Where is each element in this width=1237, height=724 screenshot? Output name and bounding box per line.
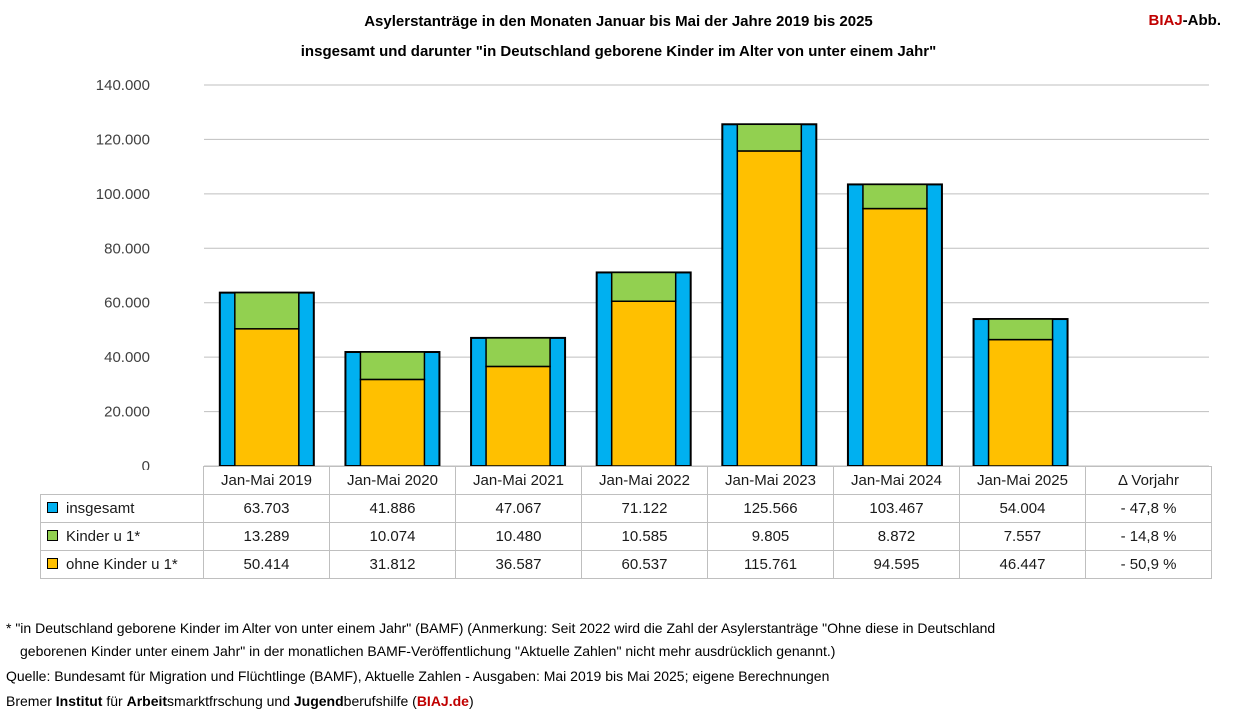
table-cell: 60.537 — [581, 550, 708, 579]
table-cell: 71.122 — [581, 494, 708, 523]
bar-ohne-kinder — [736, 150, 803, 467]
bar-kinder — [610, 271, 677, 303]
publisher-part: ) — [468, 693, 474, 709]
table-row: insgesamt 63.703 41.886 47.067 71.122 12… — [40, 494, 1212, 523]
table-header-row: Jan-Mai 2019 Jan-Mai 2020 Jan-Mai 2021 J… — [40, 466, 1212, 495]
table-cell: 54.004 — [959, 494, 1086, 523]
table-cell: 125.566 — [707, 494, 834, 523]
y-tick-label: 140.000 — [96, 77, 150, 94]
table-cell: 63.703 — [203, 494, 330, 523]
chart-title: Asylerstanträge in den Monaten Januar bi… — [364, 13, 873, 30]
table-corner — [40, 466, 204, 495]
table-cell: 31.812 — [329, 550, 456, 579]
table-cell: 103.467 — [833, 494, 960, 523]
table-cell: - 47,8 % — [1085, 494, 1212, 523]
row-label: insgesamt — [66, 500, 135, 517]
bars — [218, 123, 1069, 468]
table-header: Jan-Mai 2020 — [329, 466, 456, 495]
table-cell: - 50,9 % — [1085, 550, 1212, 579]
bar-kinder — [862, 183, 928, 210]
publisher-part: Arbeit — [126, 693, 168, 709]
y-tick-label: 80.000 — [104, 240, 150, 257]
y-tick-label: 100.000 — [96, 186, 150, 203]
table-header: Jan-Mai 2024 — [833, 466, 960, 495]
table-header: Jan-Mai 2025 — [959, 466, 1086, 495]
y-tick-label: 40.000 — [104, 349, 150, 366]
table-cell: 13.289 — [203, 522, 330, 551]
brand-label: BIAJ-Abb. — [1148, 12, 1221, 29]
bar-kinder — [485, 337, 551, 368]
table-cell: 50.414 — [203, 550, 330, 579]
swatch-ohne-kinder — [47, 558, 58, 569]
table-header: Jan-Mai 2022 — [581, 466, 708, 495]
table-cell: 10.480 — [455, 522, 582, 551]
table-cell: 7.557 — [959, 522, 1086, 551]
publisher-part: smarktfrschung und — [167, 693, 294, 709]
table-cell: 115.761 — [707, 550, 834, 579]
publisher-part: Jugend — [293, 693, 344, 709]
table-row: ohne Kinder u 1* 50.414 31.812 36.587 60… — [40, 550, 1212, 579]
publisher-part: Bremer — [6, 693, 56, 709]
bar-kinder — [359, 351, 426, 381]
brand-abb: -Abb. — [1182, 12, 1221, 29]
swatch-insgesamt — [47, 502, 58, 513]
publisher-part: für — [102, 693, 127, 709]
table-header: Δ Vorjahr — [1085, 466, 1212, 495]
legend-ohne-kinder: ohne Kinder u 1* — [40, 550, 204, 579]
table-header: Jan-Mai 2019 — [203, 466, 330, 495]
row-label: ohne Kinder u 1* — [66, 556, 178, 573]
table-row: Kinder u 1* 13.289 10.074 10.480 10.585 … — [40, 522, 1212, 551]
table-cell: 36.587 — [455, 550, 582, 579]
table-cell: 10.074 — [329, 522, 456, 551]
legend-insgesamt: insgesamt — [40, 494, 204, 523]
table-cell: 46.447 — [959, 550, 1086, 579]
table-cell: 9.805 — [707, 522, 834, 551]
table-header: Jan-Mai 2021 — [455, 466, 582, 495]
bar-chart: 0 20.000 40.000 60.000 80.000 100.000 120.000 1… — [96, 77, 1209, 470]
bar-ohne-kinder — [610, 300, 677, 467]
y-tick-label: 120.000 — [96, 131, 150, 148]
y-tick-label: 0 — [142, 458, 150, 470]
publisher-note: Bremer Institut für Arbeitsmarktfrschung… — [6, 690, 474, 712]
bar-ohne-kinder — [359, 378, 426, 467]
row-label: Kinder u 1* — [66, 528, 141, 545]
bar-kinder — [234, 291, 300, 330]
bar-kinder — [987, 318, 1054, 341]
source-note: Quelle: Bundesamt für Migration und Flüc… — [6, 668, 830, 684]
table-cell: 8.872 — [833, 522, 960, 551]
data-table: Jan-Mai 2019 Jan-Mai 2020 Jan-Mai 2021 J… — [40, 466, 1212, 579]
swatch-kinder — [47, 530, 58, 541]
bar-ohne-kinder — [987, 338, 1054, 467]
footnote-2: geborenen Kinder unter einem Jahr" in de… — [20, 643, 836, 659]
table-cell: 10.585 — [581, 522, 708, 551]
biaj-link[interactable]: BIAJ.de — [416, 693, 469, 709]
y-tick-label: 20.000 — [104, 404, 150, 421]
publisher-part: Institut — [55, 693, 103, 709]
table-cell: - 14,8 % — [1085, 522, 1212, 551]
y-tick-label: 60.000 — [104, 295, 150, 312]
brand-biaj: BIAJ — [1148, 12, 1183, 29]
chart-subtitle: insgesamt und darunter "in Deutschland g… — [300, 43, 937, 60]
bar-ohne-kinder — [485, 365, 551, 467]
table-cell: 94.595 — [833, 550, 960, 579]
table-cell: 41.886 — [329, 494, 456, 523]
publisher-part: berufshilfe ( — [343, 693, 417, 709]
table-cell: 47.067 — [455, 494, 582, 523]
y-axis-labels: 0 20.000 40.000 60.000 80.000 100.000 120.000 1… — [96, 77, 150, 470]
table-header: Jan-Mai 2023 — [707, 466, 834, 495]
footnote-1: * "in Deutschland geborene Kinder im Alt… — [6, 620, 996, 636]
bar-ohne-kinder — [862, 207, 928, 467]
bar-ohne-kinder — [234, 328, 300, 467]
legend-kinder: Kinder u 1* — [40, 522, 204, 551]
bar-kinder — [736, 123, 803, 152]
